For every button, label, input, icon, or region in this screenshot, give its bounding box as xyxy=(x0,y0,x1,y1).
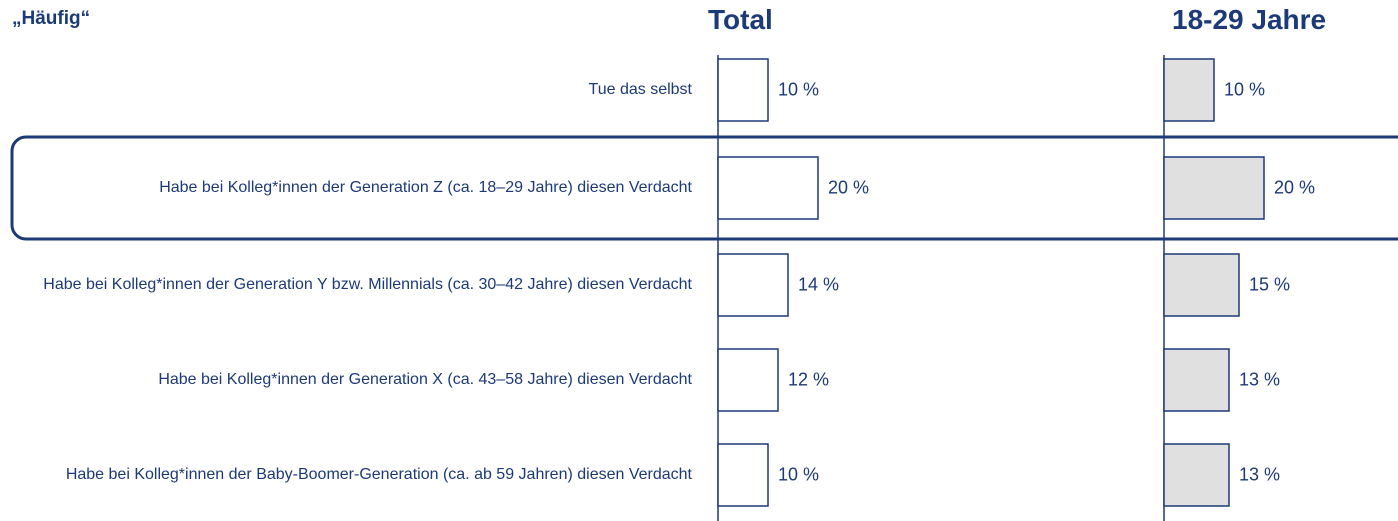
bar xyxy=(1163,443,1230,507)
bar xyxy=(717,58,769,122)
category-label: Tue das selbst xyxy=(588,81,692,98)
bar xyxy=(1163,348,1230,412)
bar xyxy=(1163,58,1215,122)
category-label: Habe bei Kolleg*innen der Baby-Boomer-Ge… xyxy=(65,466,692,483)
value-label: 13 % xyxy=(1239,369,1281,390)
bar xyxy=(717,443,769,507)
value-label: 20 % xyxy=(1274,177,1316,198)
bar xyxy=(717,253,789,317)
series-header: 18-29 Jahre xyxy=(1172,4,1327,35)
value-label: 14 % xyxy=(798,274,840,295)
value-label: 12 % xyxy=(788,369,830,390)
bar xyxy=(1163,156,1265,220)
value-label: 20 % xyxy=(828,177,870,198)
value-label: 15 % xyxy=(1249,274,1291,295)
value-label: 10 % xyxy=(778,79,820,100)
bar xyxy=(1163,253,1240,317)
chart-title: „Häufig“ xyxy=(12,8,91,29)
value-label: 10 % xyxy=(778,464,820,485)
bar xyxy=(717,348,779,412)
highlight-box xyxy=(10,135,1398,241)
value-label: 13 % xyxy=(1239,464,1281,485)
category-label: Habe bei Kolleg*innen der Generation Y b… xyxy=(43,276,692,293)
value-label: 10 % xyxy=(1224,79,1266,100)
category-label: Habe bei Kolleg*innen der Generation X (… xyxy=(158,371,692,388)
series-header: Total xyxy=(708,4,773,35)
category-label: Habe bei Kolleg*innen der Generation Z (… xyxy=(159,179,692,196)
bar xyxy=(717,156,819,220)
